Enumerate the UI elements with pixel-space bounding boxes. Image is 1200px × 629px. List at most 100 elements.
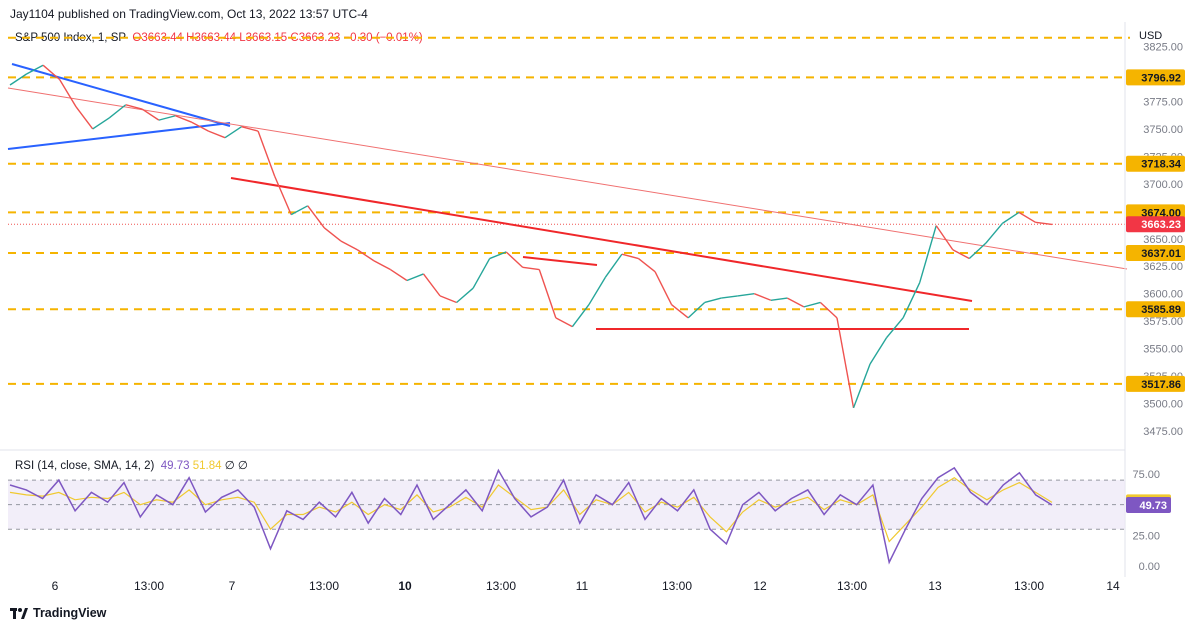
price-segment	[886, 317, 904, 339]
price-segment	[307, 205, 325, 229]
rsi-legend-extras: ∅ ∅	[224, 460, 248, 472]
price-segment	[224, 126, 242, 139]
price-segment	[257, 130, 276, 177]
rsi-value-label: 49.73	[1139, 500, 1167, 512]
time-tick-label: 13:00	[486, 579, 516, 593]
horizontal-levels	[8, 36, 1130, 385]
price-segment	[472, 258, 491, 289]
price-segment	[968, 242, 987, 260]
price-segment	[191, 121, 209, 132]
price-segment	[671, 304, 689, 319]
price-tick-label: 3825.00	[1143, 42, 1183, 54]
price-segment	[571, 304, 590, 328]
thin-red-trendline[interactable]	[7, 87, 1128, 270]
price-segment	[588, 276, 607, 306]
blue-upper-trendline[interactable]	[11, 63, 231, 127]
rsi-pane	[8, 466, 1125, 565]
price-label-box	[1126, 375, 1185, 392]
price-label: 3663.23	[1141, 219, 1181, 231]
price-label: 3637.01	[1141, 248, 1181, 260]
price-segment	[1001, 211, 1020, 224]
price-segment	[92, 117, 110, 130]
price-label-box	[1126, 69, 1185, 86]
red-wedge-upper-trendline[interactable]	[230, 177, 973, 302]
time-tick-label: 13:00	[662, 579, 692, 593]
price-segment	[754, 293, 772, 301]
price-segment	[935, 225, 954, 251]
price-label: 3796.92	[1141, 72, 1181, 84]
price-segment	[522, 266, 540, 271]
price-segment	[439, 295, 457, 304]
price-label: 3585.89	[1141, 304, 1181, 316]
price-tick-label: 3700.00	[1143, 179, 1183, 191]
price-labels: 3796.923718.343674.003663.233637.013585.…	[1126, 69, 1185, 392]
price-segment	[787, 297, 805, 308]
price-segment	[208, 130, 226, 139]
price-segment	[356, 249, 375, 262]
price-segment	[59, 79, 77, 108]
price-label: 3718.34	[1141, 159, 1182, 171]
rsi-tick-label: 75.00	[1132, 469, 1160, 481]
price-segment	[604, 253, 623, 278]
price-segment	[538, 269, 557, 319]
price-tick-label: 3550.00	[1143, 344, 1183, 356]
price-label-box	[1126, 245, 1185, 262]
price-segment	[489, 251, 507, 260]
red-short-trendline[interactable]	[522, 256, 598, 266]
price-tick-label: 3750.00	[1143, 124, 1183, 136]
rsi-tick-label: 25.00	[1132, 530, 1160, 542]
price-segment	[555, 317, 573, 328]
price-segment	[456, 287, 474, 304]
time-tick-label: 7	[229, 579, 236, 593]
time-tick-label: 13:00	[837, 579, 867, 593]
rsi-legend[interactable]: RSI (14, close, SMA, 14, 2) 49.73 51.84 …	[15, 458, 248, 472]
time-tick-label: 14	[1106, 579, 1120, 593]
price-segment	[9, 73, 27, 86]
price-label: 3517.86	[1141, 379, 1181, 391]
price-label-box	[1126, 216, 1185, 233]
price-segment	[75, 106, 94, 130]
price-segment	[422, 273, 441, 297]
tradingview-logo-icon	[10, 607, 28, 619]
price-segment	[406, 273, 424, 282]
price-segment	[1035, 221, 1053, 226]
price-segment	[721, 295, 738, 299]
price-segment	[819, 301, 838, 319]
price-segment	[952, 249, 970, 260]
price-label-box	[1126, 155, 1185, 172]
time-tick-label: 13:00	[309, 579, 339, 593]
price-segment	[390, 268, 408, 282]
blue-lower-trendline[interactable]	[7, 122, 231, 150]
trendline-drawings[interactable]	[7, 63, 1128, 330]
price-label-box	[1126, 301, 1185, 318]
price-segment	[175, 115, 193, 123]
tradingview-brand[interactable]: TradingView	[10, 606, 106, 620]
rsi-legend-value: 49.73	[160, 460, 190, 472]
price-segment	[125, 104, 143, 110]
time-tick-label: 11	[576, 579, 589, 593]
price-segment	[340, 240, 358, 251]
price-segment	[852, 363, 871, 409]
time-tick-label: 10	[398, 579, 412, 593]
price-segment	[919, 225, 937, 283]
time-tick-label: 13:00	[1014, 579, 1044, 593]
price-segment	[902, 282, 921, 319]
open-value: O3663.44	[132, 32, 183, 44]
rsi-line	[9, 466, 1053, 565]
price-segment	[704, 297, 722, 304]
price-tick-label: 3600.00	[1143, 289, 1183, 301]
price-segment	[42, 64, 61, 81]
time-axis[interactable]: 6 13:00 7 13:00 10 13:00 11 13:00 12 13:00 13 13:00…	[52, 579, 1120, 593]
price-tick-label: 3475.00	[1143, 426, 1183, 438]
price-segment	[290, 205, 309, 216]
price-segment	[373, 260, 391, 271]
price-series	[9, 64, 1053, 409]
price-tick-label: 3625.00	[1143, 261, 1183, 273]
price-segment	[621, 253, 639, 260]
price-segment	[241, 126, 259, 132]
publisher-line: Jay1104 published on TradingView.com, Oc…	[10, 7, 368, 21]
price-segment	[158, 115, 176, 121]
price-segment	[141, 108, 160, 121]
